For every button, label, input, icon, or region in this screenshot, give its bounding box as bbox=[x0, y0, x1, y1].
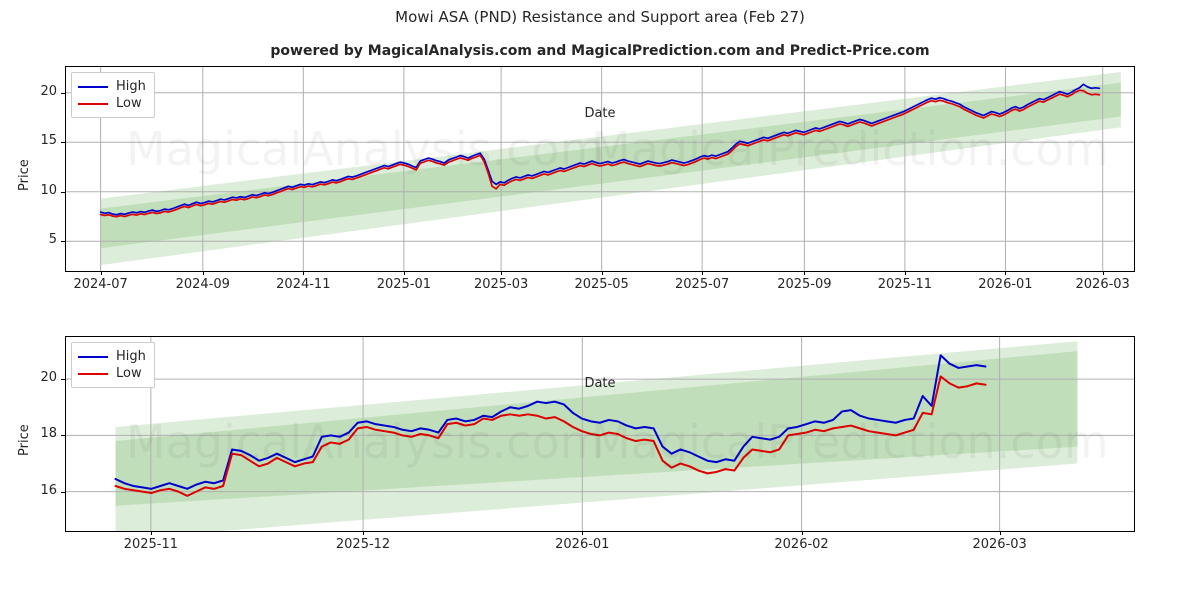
y-axis-tick-label: 15 bbox=[40, 133, 57, 149]
bottom-chart-panel: MagicalAnalysis.com MagicalPrediction.co… bbox=[17, 336, 1135, 532]
legend-label-low: Low bbox=[116, 366, 142, 381]
y-axis-tick-mark bbox=[61, 92, 65, 94]
x-axis-tick-mark bbox=[702, 271, 704, 275]
legend-swatch-high bbox=[78, 355, 108, 358]
x-axis-tick-label: 2025-07 bbox=[675, 277, 730, 292]
x-axis-tick-label: 2026-01 bbox=[555, 537, 610, 552]
top-chart-legend: High Low bbox=[71, 72, 155, 118]
x-axis-tick-label: 2026-03 bbox=[972, 537, 1027, 552]
y-axis-tick-label: 20 bbox=[40, 370, 57, 386]
y-axis-tick-label: 16 bbox=[40, 482, 57, 498]
legend-item-low: Low bbox=[78, 95, 146, 112]
y-axis-tick-label: 10 bbox=[40, 182, 57, 198]
legend-item-high: High bbox=[78, 348, 146, 365]
x-axis-tick-mark bbox=[501, 271, 503, 275]
top-chart-plot: MagicalAnalysis.com MagicalPrediction.co… bbox=[65, 66, 1135, 272]
y-axis-tick-label: 5 bbox=[48, 232, 57, 248]
x-axis-tick-mark bbox=[303, 271, 305, 275]
page-title: Mowi ASA (PND) Resistance and Support ar… bbox=[395, 8, 805, 26]
x-axis-tick-label: 2024-11 bbox=[276, 277, 331, 292]
x-axis-tick-label: 2025-01 bbox=[376, 277, 432, 292]
bottom-chart-plot: MagicalAnalysis.com MagicalPrediction.co… bbox=[65, 336, 1135, 532]
legend-swatch-low bbox=[78, 372, 108, 375]
y-axis-tick-mark bbox=[61, 241, 65, 243]
series-line-low bbox=[99, 89, 1101, 218]
y-axis-tick-mark bbox=[61, 191, 65, 193]
bottom-chart-xlabel: Date bbox=[584, 376, 616, 391]
x-axis-tick-mark bbox=[100, 271, 102, 275]
y-axis-tick-mark bbox=[61, 142, 65, 144]
legend-label-low: Low bbox=[116, 96, 142, 111]
x-axis-tick-label: 2025-03 bbox=[473, 277, 529, 292]
legend-swatch-high bbox=[78, 85, 108, 88]
x-axis-tick-label: 2024-07 bbox=[73, 277, 128, 292]
legend-item-low: Low bbox=[78, 365, 146, 382]
x-axis-tick-mark bbox=[1005, 271, 1007, 275]
x-axis-tick-mark bbox=[801, 531, 803, 535]
series-line-high bbox=[114, 354, 987, 490]
y-axis-tick-label: 18 bbox=[40, 426, 57, 442]
x-axis-tick-mark bbox=[804, 271, 806, 275]
x-axis-tick-label: 2025-11 bbox=[123, 537, 179, 552]
y-axis-tick-label: 20 bbox=[40, 83, 57, 99]
legend-label-high: High bbox=[116, 79, 146, 94]
support-resistance-band-inner bbox=[115, 351, 1078, 506]
x-axis-tick-label: 2026-02 bbox=[774, 537, 829, 552]
x-axis-tick-mark bbox=[363, 531, 365, 535]
top-chart-panel: MagicalAnalysis.com MagicalPrediction.co… bbox=[17, 66, 1135, 272]
series-line-high bbox=[99, 83, 1101, 216]
x-axis-tick-label: 2026-03 bbox=[1075, 277, 1130, 292]
x-axis-tick-label: 2025-11 bbox=[877, 277, 933, 292]
x-axis-tick-mark bbox=[150, 531, 152, 535]
x-axis-tick-label: 2025-12 bbox=[335, 537, 391, 552]
y-axis-tick-mark bbox=[61, 491, 65, 493]
x-axis-tick-mark bbox=[582, 531, 584, 535]
top-chart-xlabel: Date bbox=[584, 106, 616, 121]
page-subtitle: powered by MagicalAnalysis.com and Magic… bbox=[270, 43, 930, 59]
legend-swatch-low bbox=[78, 102, 108, 105]
legend-item-high: High bbox=[78, 78, 146, 95]
x-axis-tick-label: 2025-09 bbox=[777, 277, 832, 292]
x-axis-tick-label: 2026-01 bbox=[978, 277, 1033, 292]
y-axis-tick-mark bbox=[61, 379, 65, 381]
x-axis-tick-label: 2024-09 bbox=[175, 277, 230, 292]
x-axis-tick-mark bbox=[904, 271, 906, 275]
x-axis-tick-mark bbox=[601, 271, 603, 275]
x-axis-tick-label: 2025-05 bbox=[574, 277, 629, 292]
x-axis-tick-mark bbox=[1102, 271, 1104, 275]
bottom-chart-legend: High Low bbox=[71, 342, 155, 388]
x-axis-tick-mark bbox=[999, 531, 1001, 535]
series-line-low bbox=[114, 375, 987, 497]
y-axis-tick-mark bbox=[61, 435, 65, 437]
x-axis-tick-mark bbox=[403, 271, 405, 275]
legend-label-high: High bbox=[116, 349, 146, 364]
x-axis-tick-mark bbox=[202, 271, 204, 275]
